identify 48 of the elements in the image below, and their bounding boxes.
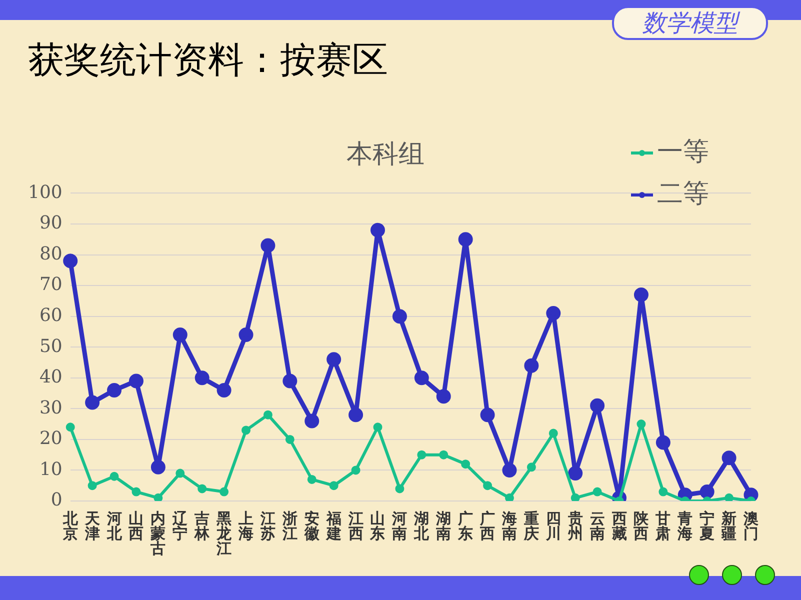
x-tick-label: 陕西 [632,509,650,542]
x-tick-label: 广西 [479,509,496,542]
x-tick-label: 重庆 [522,509,539,542]
text: 数学模型 [612,6,768,40]
y-tick-label: 100 [28,182,62,203]
x-tick-label: 辽宁 [172,509,189,542]
x-tick-label: 北京 [62,509,79,542]
x-tick-label: 江苏 [259,509,276,542]
y-tick-label: 10 [39,458,62,480]
y-tick-label: 80 [39,243,62,264]
x-tick-label: 甘肃 [654,509,671,542]
x-tick-label: 安徽 [303,509,320,542]
legend-label: 二等 [657,178,709,209]
y-tick-label: 30 [39,397,62,418]
legend-label: 一等 [657,136,709,167]
x-tick-label: 上海 [238,509,254,542]
x-tick-label: 福建 [325,509,342,542]
x-tick-label: 山东 [369,509,386,542]
x-tick-label: 内蒙古 [150,509,166,558]
x-tick-label: 黑龙江 [216,509,233,558]
x-tick-label: 宁夏 [698,509,715,542]
x-tick-label: 湖北 [413,509,430,542]
text: 获奖统计资料：按赛区 [28,39,388,83]
chart-title: 本科组 [346,139,424,170]
y-tick-label: 20 [39,428,62,450]
x-tick-label: 江西 [347,509,364,542]
x-tick-label: 河北 [106,509,123,542]
x-tick-label: 澳门 [742,509,758,542]
y-tick-label: 60 [39,304,62,326]
x-tick-label: 山西 [128,509,144,542]
y-tick-label: 40 [39,366,62,388]
x-tick-label: 天津 [84,509,101,542]
x-tick-label: 海南 [500,509,517,542]
x-tick-label: 贵州 [566,509,583,542]
y-tick-label: 50 [39,336,62,357]
x-tick-label: 湖南 [435,509,452,542]
x-tick-label: 新疆 [720,509,737,542]
x-tick-label: 吉林 [194,509,211,542]
x-tick-label: 四川 [544,509,561,542]
y-tick-label: 90 [39,212,62,234]
y-tick-label: 0 [50,490,62,511]
x-tick-label: 广东 [457,509,474,542]
x-tick-label: 青海 [676,509,693,542]
x-tick-label: 浙江 [281,509,298,542]
y-tick-label: 70 [39,274,62,296]
x-tick-label: 云南 [588,509,605,542]
x-tick-label: 西藏 [610,509,627,542]
x-tick-label: 河南 [391,509,408,542]
